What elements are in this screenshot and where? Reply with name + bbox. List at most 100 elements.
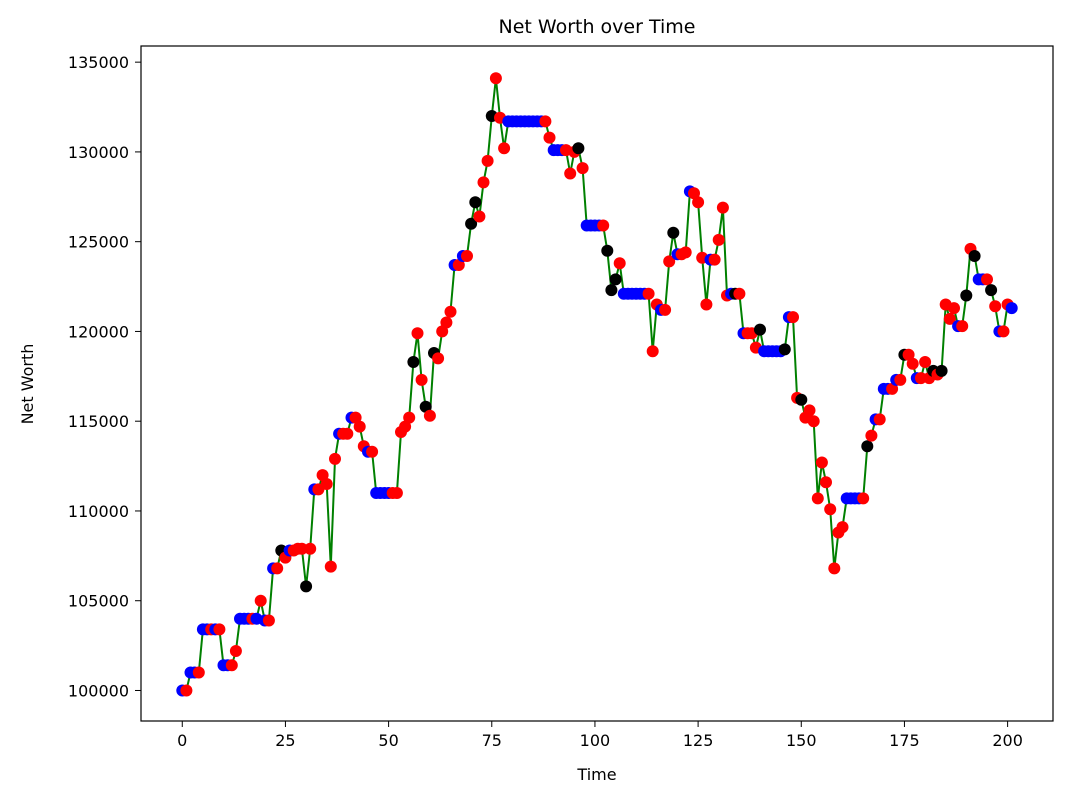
- sell-point: [708, 253, 721, 266]
- sell-point: [349, 411, 362, 424]
- sell-point: [716, 201, 729, 214]
- sell-point: [213, 623, 226, 636]
- hold-point: [667, 226, 680, 239]
- x-tick-label: 50: [378, 731, 398, 750]
- sell-point: [807, 415, 820, 428]
- hold-point: [407, 356, 420, 368]
- sell-point: [543, 131, 556, 144]
- x-tick-label: 25: [275, 731, 295, 750]
- sell-point: [688, 187, 700, 200]
- sell-point: [613, 257, 626, 270]
- sell-point: [539, 115, 552, 128]
- y-tick-label: 115000: [68, 412, 129, 431]
- sell-point: [316, 469, 329, 482]
- hold-point: [968, 250, 981, 262]
- sell-point: [597, 219, 610, 232]
- y-tick-label: 125000: [68, 233, 129, 252]
- sell-point: [679, 246, 692, 259]
- sell-point: [564, 167, 577, 180]
- hold-point: [601, 244, 614, 257]
- hold-point: [960, 289, 973, 302]
- hold-point: [935, 364, 948, 377]
- sell-point: [341, 427, 354, 440]
- sell-point: [943, 312, 956, 325]
- sell-point: [440, 316, 453, 329]
- sell-point: [473, 210, 486, 223]
- sell-point: [981, 273, 993, 286]
- sell-point: [304, 542, 317, 555]
- sell-point: [803, 404, 816, 417]
- sell-point: [914, 372, 927, 385]
- sell-point: [423, 409, 436, 422]
- y-tick-label: 100000: [68, 681, 129, 700]
- sell-point: [820, 476, 832, 489]
- x-tick-label: 150: [786, 731, 817, 750]
- x-tick-label: 200: [992, 731, 1023, 750]
- sell-point: [642, 287, 655, 300]
- sell-point: [989, 300, 1002, 313]
- sell-point: [295, 542, 308, 555]
- x-tick-label: 175: [889, 731, 920, 750]
- sell-point: [873, 413, 886, 426]
- sell-point: [712, 233, 725, 246]
- sell-point: [262, 614, 275, 627]
- sell-point: [477, 176, 490, 189]
- sell-point: [180, 684, 193, 697]
- sell-point: [415, 373, 428, 386]
- hold-point: [300, 580, 313, 593]
- hold-point: [861, 440, 874, 453]
- sell-point: [948, 302, 960, 315]
- sell-point: [811, 492, 824, 505]
- sell-point: [886, 382, 899, 395]
- sell-point: [411, 327, 424, 340]
- sell-point: [902, 348, 915, 361]
- y-tick-label: 110000: [68, 502, 129, 521]
- hold-point: [465, 217, 478, 230]
- sell-point: [824, 503, 837, 516]
- sell-point: [229, 645, 242, 657]
- y-axis-label: Net Worth: [18, 344, 37, 425]
- sell-point: [997, 325, 1010, 338]
- sell-point: [663, 255, 676, 268]
- sell-point: [733, 287, 746, 300]
- sell-point: [828, 562, 841, 575]
- hold-point: [572, 142, 585, 155]
- plot-content: [176, 72, 1018, 697]
- hold-point: [778, 343, 791, 356]
- sell-point: [857, 492, 870, 505]
- sell-point: [324, 560, 337, 573]
- chart-title: Net Worth over Time: [499, 16, 696, 38]
- y-tick-label: 120000: [68, 322, 129, 341]
- y-tick-label: 105000: [68, 592, 129, 611]
- sell-point: [956, 320, 969, 333]
- sell-point: [432, 352, 445, 365]
- sell-point: [403, 411, 416, 424]
- hold-point: [754, 323, 766, 336]
- sell-point: [444, 305, 457, 318]
- hold-point: [609, 273, 622, 286]
- hold-point: [469, 196, 482, 209]
- sell-point: [815, 456, 828, 469]
- x-axis-ticks: 0 25 50 75 100 125 150 175 200: [177, 721, 1023, 750]
- x-tick-label: 125: [683, 731, 714, 750]
- x-axis-label: Time: [576, 765, 616, 784]
- sell-point: [366, 445, 379, 458]
- sell-point: [225, 659, 238, 672]
- sell-point: [461, 250, 473, 262]
- sell-point: [659, 303, 672, 316]
- sell-point: [498, 142, 511, 155]
- sell-point: [489, 72, 502, 85]
- sell-point: [576, 162, 589, 175]
- hold-point: [605, 284, 618, 297]
- sell-point: [399, 420, 412, 433]
- sell-point: [320, 478, 333, 490]
- sell-point: [700, 298, 713, 311]
- sell-point: [271, 562, 284, 575]
- x-tick-label: 75: [482, 731, 502, 750]
- sell-point: [254, 594, 267, 607]
- sell-point: [787, 311, 799, 324]
- x-tick-label: 100: [580, 731, 611, 750]
- sell-point: [906, 357, 919, 370]
